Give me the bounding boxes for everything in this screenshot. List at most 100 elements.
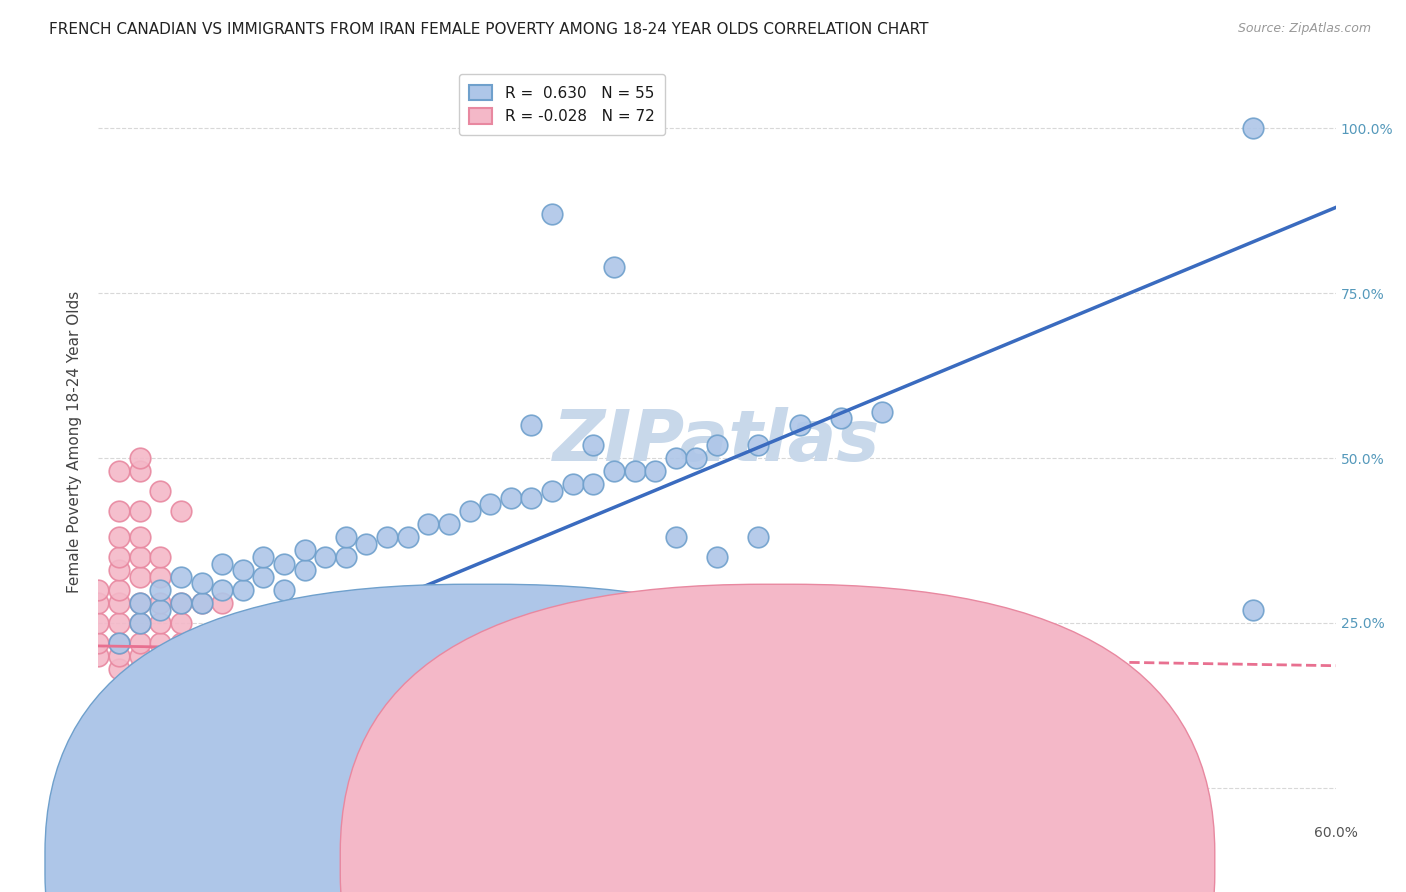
Point [128,635,150,649]
Point [294,662,316,676]
Text: ZIPatlas: ZIPatlas [554,407,880,476]
Point [190,648,212,663]
Point [170,662,193,676]
Point [396,662,419,676]
Point [830,411,852,425]
Point [128,615,150,630]
Point [520,418,543,433]
Point [437,516,460,531]
Text: Source: ZipAtlas.com: Source: ZipAtlas.com [1237,22,1371,36]
Point [87,582,110,597]
Point [479,497,502,511]
Point [108,635,131,649]
Point [1241,121,1264,136]
Point [808,662,831,676]
Point [294,543,316,558]
Point [108,582,131,597]
Point [418,662,440,676]
Point [170,504,193,518]
Point [561,477,583,491]
Point [87,615,110,630]
Point [273,582,295,597]
Point [252,662,274,676]
Point [747,438,769,452]
Point [108,563,131,577]
Point [108,530,131,544]
Point [190,635,212,649]
Point [149,570,172,584]
Point [232,662,254,676]
Point [170,615,193,630]
Point [128,570,150,584]
Text: French Canadians: French Canadians [503,858,640,872]
Text: Immigrants from Iran: Immigrants from Iran [799,858,962,872]
Point [356,662,378,676]
Point [190,596,212,610]
Point [211,635,233,649]
Point [128,504,150,518]
Point [665,530,688,544]
Point [232,563,254,577]
Point [170,596,193,610]
Point [149,483,172,498]
Point [87,648,110,663]
Y-axis label: Female Poverty Among 18-24 Year Olds: Female Poverty Among 18-24 Year Olds [67,291,83,592]
Point [170,570,193,584]
Point [458,662,481,676]
Point [149,662,172,676]
Point [128,615,150,630]
Point [335,648,357,663]
Point [685,450,707,465]
Point [128,596,150,610]
Point [149,596,172,610]
Point [335,662,357,676]
Point [706,438,728,452]
Point [128,549,150,564]
Point [170,596,193,610]
Point [665,450,688,465]
Point [211,662,233,676]
Point [541,662,564,676]
Point [603,662,626,676]
Point [520,491,543,505]
Text: FRENCH CANADIAN VS IMMIGRANTS FROM IRAN FEMALE POVERTY AMONG 18-24 YEAR OLDS COR: FRENCH CANADIAN VS IMMIGRANTS FROM IRAN … [49,22,929,37]
Point [149,615,172,630]
Point [294,648,316,663]
Point [499,491,522,505]
Point [108,615,131,630]
Point [190,576,212,591]
Point [252,549,274,564]
Point [541,483,564,498]
Point [108,549,131,564]
Point [541,207,564,221]
Point [128,530,150,544]
Point [252,570,274,584]
Point [128,662,150,676]
Point [252,648,274,663]
Point [273,662,295,676]
Point [108,504,131,518]
Point [418,516,440,531]
Point [211,557,233,571]
Point [335,530,357,544]
Point [108,648,131,663]
Point [87,635,110,649]
Point [375,530,398,544]
Point [644,464,666,478]
Point [665,648,688,663]
Point [149,582,172,597]
Point [108,662,131,676]
Point [1241,602,1264,616]
Point [128,648,150,663]
Point [335,549,357,564]
Point [499,662,522,676]
Point [396,530,419,544]
Point [211,596,233,610]
Point [170,635,193,649]
Point [747,530,769,544]
Point [273,648,295,663]
Point [706,549,728,564]
Point [273,557,295,571]
Point [356,537,378,551]
Legend: R =  0.630   N = 55, R = -0.028   N = 72: R = 0.630 N = 55, R = -0.028 N = 72 [458,74,665,135]
